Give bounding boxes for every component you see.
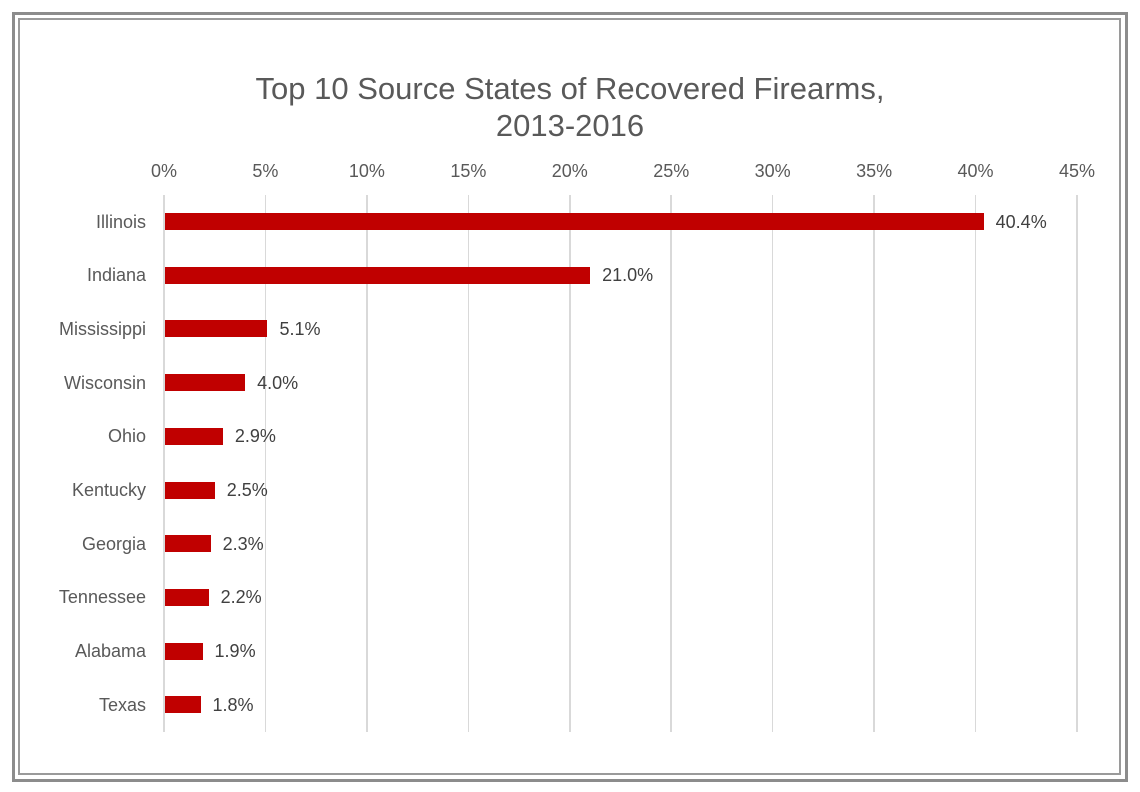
category-label: Tennessee [58, 587, 146, 608]
value-label: 2.2% [220, 587, 262, 608]
category-label: Kentucky [71, 480, 146, 500]
category-label: Texas [98, 694, 146, 715]
gridline [264, 195, 267, 732]
x-tick-label: 5% [252, 161, 279, 181]
bar-alabama [165, 642, 203, 660]
category-label: Wisconsin [63, 372, 146, 393]
bar-wisconsin [165, 374, 246, 392]
value-label: 1.8% [212, 694, 254, 715]
value-label: 2.3% [222, 533, 264, 554]
chart-title-line-2: 2013-2016 [495, 108, 645, 143]
category-label: Mississippi [58, 318, 146, 339]
bar-tennessee [165, 588, 209, 606]
category-label: Indiana [86, 265, 146, 286]
gridline [670, 195, 672, 732]
value-label: 40.4% [995, 211, 1047, 232]
value-label: 21.0% [602, 265, 654, 286]
x-tick-label: 20% [551, 161, 588, 181]
x-tick-label: 10% [348, 161, 385, 181]
gridline [163, 195, 165, 732]
category-label: Ohio [107, 426, 146, 447]
gridline [771, 195, 774, 732]
bar-indiana [165, 266, 591, 284]
gridline [1076, 195, 1078, 732]
bar-illinois [165, 213, 984, 230]
category-label: Alabama [74, 641, 146, 662]
value-label: 1.9% [214, 641, 256, 662]
category-label: Illinois [95, 211, 146, 232]
x-tick-label: 45% [1058, 161, 1096, 181]
gridline [467, 195, 470, 732]
gridline [569, 195, 571, 732]
gridline [366, 195, 368, 732]
value-label: 2.9% [234, 426, 276, 447]
bar-mississippi [165, 320, 268, 338]
category-label: Georgia [81, 533, 146, 554]
chart-outer-border [12, 12, 1128, 782]
value-label: 4.0% [257, 372, 299, 393]
bar-kentucky [165, 481, 215, 499]
x-tick-label: 25% [653, 161, 690, 181]
x-tick-label: 35% [856, 161, 893, 181]
chart-title: Top 10 Source States of Recovered Firear… [0, 70, 1140, 144]
bar-ohio [165, 427, 223, 445]
x-tick-label: 0% [150, 161, 177, 181]
gridline [873, 195, 875, 732]
gridline [974, 195, 977, 732]
value-label: 2.5% [226, 480, 268, 500]
x-tick-label: 40% [957, 161, 994, 181]
x-tick-label: 15% [450, 161, 487, 181]
x-tick-label: 30% [754, 161, 791, 181]
bar-texas [165, 696, 201, 714]
value-label: 5.1% [279, 318, 321, 339]
chart-title-line-1: Top 10 Source States of Recovered Firear… [255, 71, 885, 106]
bar-georgia [165, 535, 211, 553]
